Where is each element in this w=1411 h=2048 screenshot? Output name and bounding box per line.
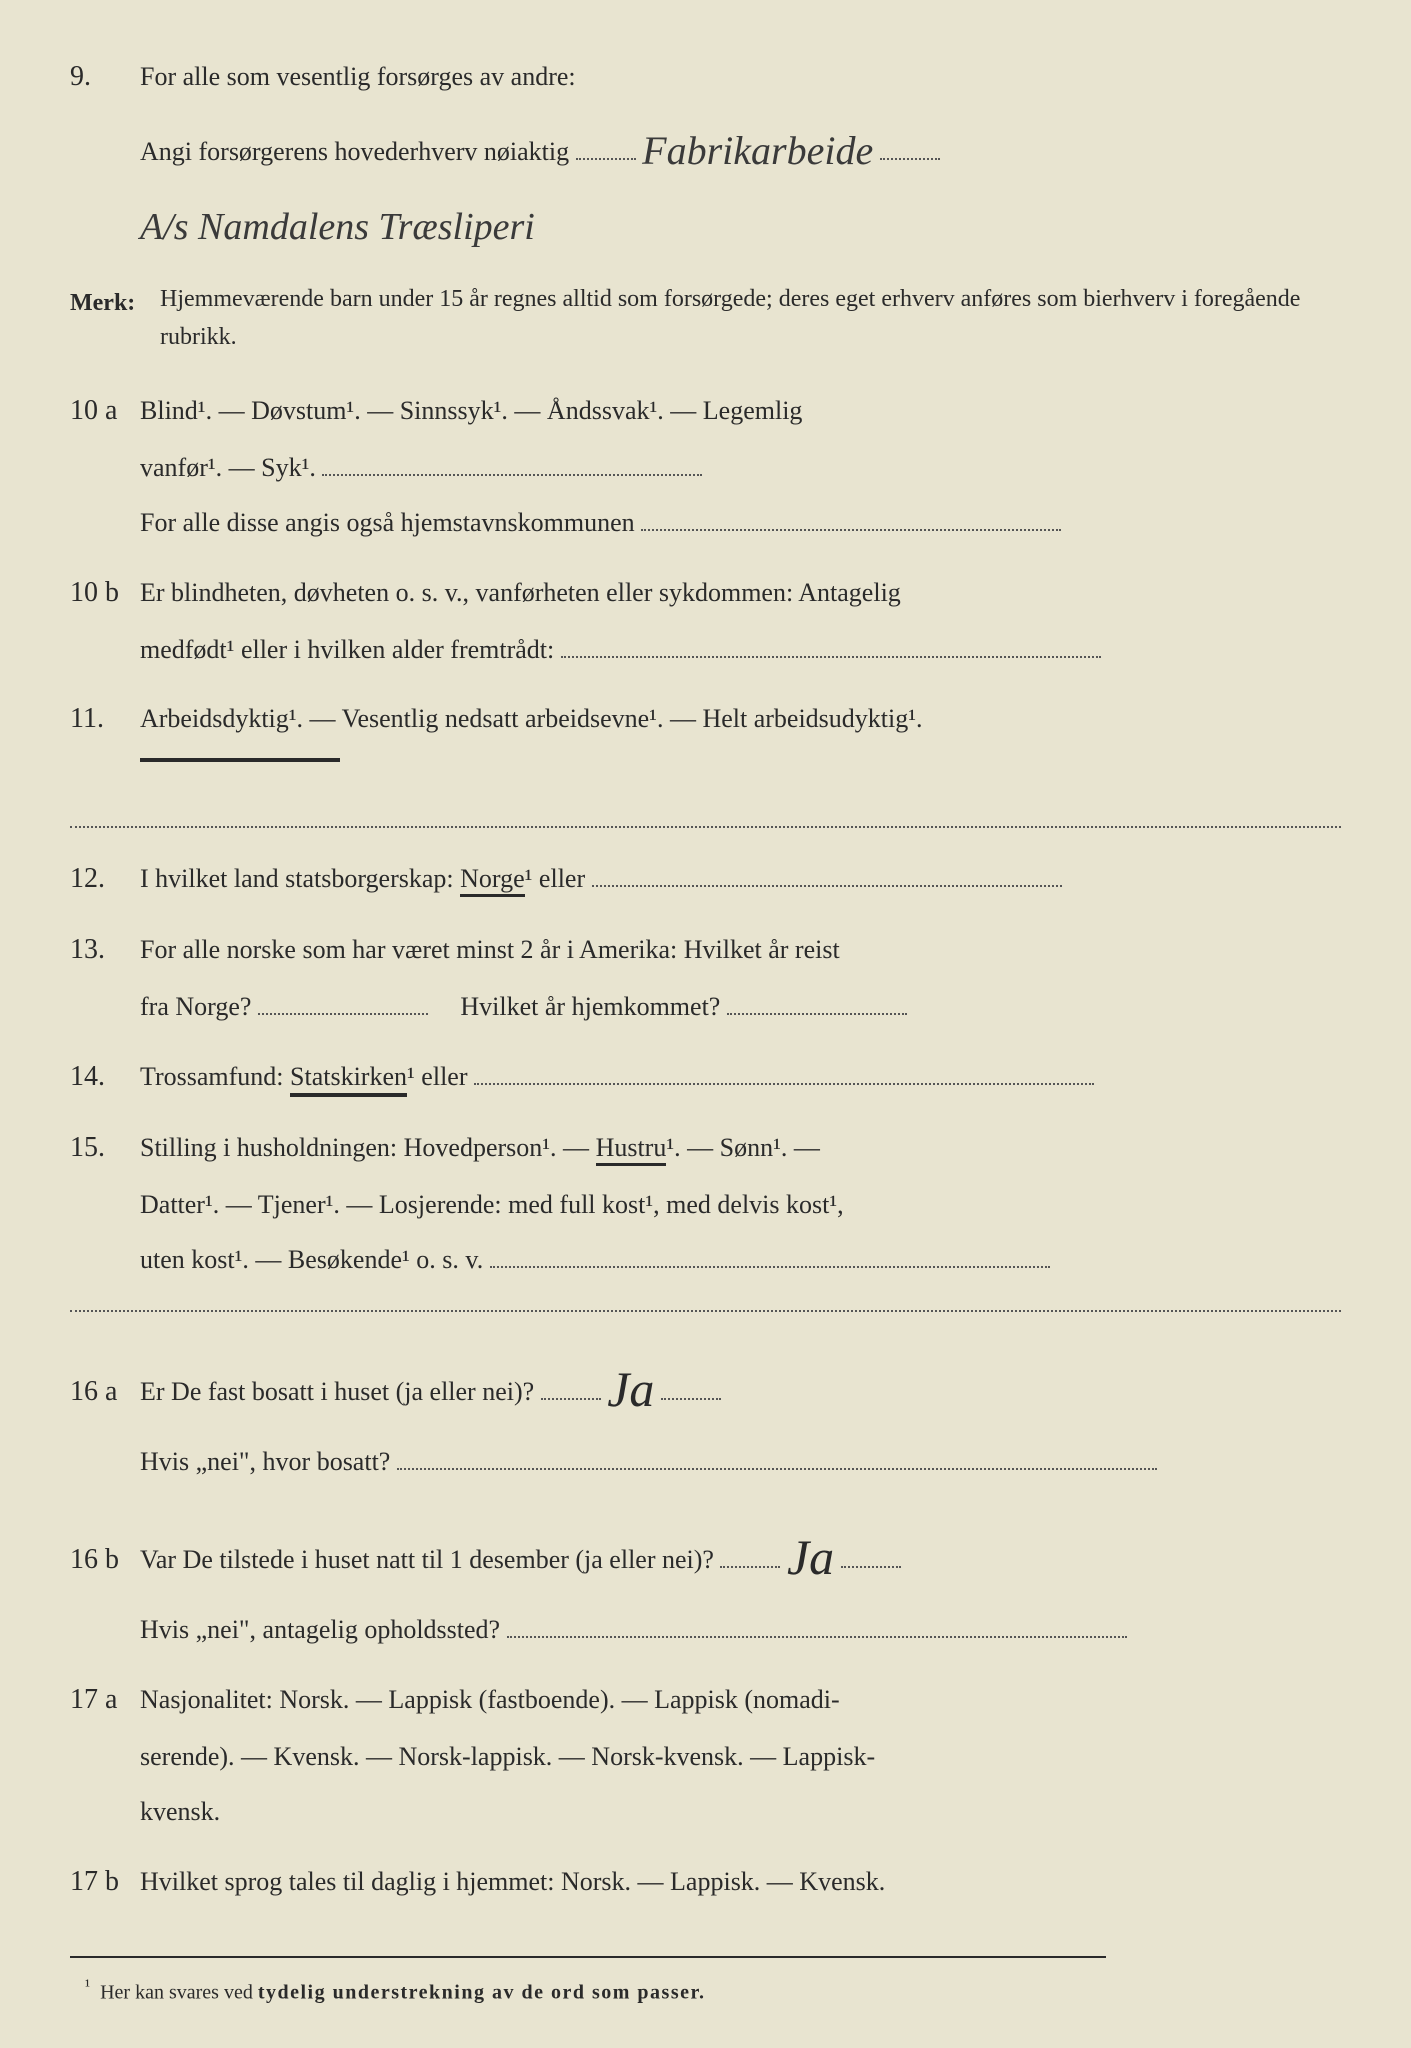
q13-text2b: Hvilket år hjemkommet? [460,992,720,1021]
q10b-text2: medfødt¹ eller i hvilken alder fremtrådt… [140,635,554,664]
question-16a: 16 a Er De fast bosatt i huset (ja eller… [70,1336,1341,1486]
q12-after: ¹ eller [525,864,585,893]
q17a-text2: serende). — Kvensk. — Norsk-lappisk. — N… [140,1732,1341,1781]
q10b-number: 10 b [70,566,140,619]
q9-label: Angi forsørgerens hovederhverv nøiaktig [140,137,569,166]
merk-text: Hjemmeværende barn under 15 år regnes al… [160,281,1341,355]
question-17a: 17 a Nasjonalitet: Norsk. — Lappisk (fas… [70,1673,1341,1837]
merk-note: Merk: Hjemmeværende barn under 15 år reg… [70,281,1341,355]
q16a-number: 16 a [70,1365,140,1418]
question-14: 14. Trossamfund: Statskirken¹ eller [70,1050,1341,1103]
q9-number: 9. [70,50,140,103]
q17a-number: 17 a [70,1673,140,1726]
q10a-text3: For alle disse angis også hjemstavnskomm… [140,508,635,537]
q17b-text: Hvilket sprog tales til daglig i hjemmet… [140,1857,1341,1906]
q15-after: ¹. — Sønn¹. — [666,1133,820,1162]
divider-1 [70,825,1341,828]
footnote-bold: tydelig understrekning av de ord som pas… [258,1981,706,2003]
q12-norge: Norge [460,864,525,897]
question-16b: 16 b Var De tilstede i huset natt til 1 … [70,1504,1341,1654]
question-10a: 10 a Blind¹. — Døvstum¹. — Sinnssyk¹. — … [70,384,1341,548]
q15-before: Stilling i husholdningen: Hovedperson¹. … [140,1133,596,1162]
q12-number: 12. [70,852,140,905]
q10a-text2: vanfør¹. — Syk¹. [140,453,316,482]
q16b-number: 16 b [70,1533,140,1586]
q15-hustru: Hustru [596,1133,667,1166]
q9-line1: For alle som vesentlig forsørges av andr… [140,52,1341,101]
q17b-number: 17 b [70,1855,140,1908]
q15-number: 15. [70,1121,140,1174]
q14-statskirken: Statskirken [290,1062,407,1097]
q15-text3: uten kost¹. — Besøkende¹ o. s. v. [140,1245,483,1274]
form-page: 9. For alle som vesentlig forsørges av a… [0,0,1411,2045]
q10a-text1: Blind¹. — Døvstum¹. — Sinnssyk¹. — Åndss… [140,386,1341,435]
question-9: 9. For alle som vesentlig forsørges av a… [70,50,1341,263]
q9-handwritten-2: A/s Namdalens Træsliperi [140,206,535,248]
q13-text1: For alle norske som har været minst 2 år… [140,925,1341,974]
footnote: ¹ Her kan svares ved tydelig understrekn… [70,1956,1106,2012]
merk-label: Merk: [70,281,160,355]
q15-text2: Datter¹. — Tjener¹. — Losjerende: med fu… [140,1180,1341,1229]
q16b-text1: Var De tilstede i huset natt til 1 desem… [140,1545,714,1574]
q14-number: 14. [70,1050,140,1103]
q16a-text2: Hvis „nei", hvor bosatt? [140,1447,390,1476]
q12-before: I hvilket land statsborgerskap: [140,864,460,893]
q10a-number: 10 a [70,384,140,437]
divider-2 [70,1309,1341,1312]
question-15: 15. Stilling i husholdningen: Hovedperso… [70,1121,1341,1285]
q13-text2a: fra Norge? [140,992,251,1021]
footnote-marker: ¹ [85,1976,90,1995]
q17a-text1: Nasjonalitet: Norsk. — Lappisk (fastboen… [140,1675,1341,1724]
q13-number: 13. [70,923,140,976]
footnote-before: Her kan svares ved [100,1981,258,2003]
q9-handwritten-1: Fabrikarbeide [642,113,873,189]
question-13: 13. For alle norske som har været minst … [70,923,1341,1032]
q16b-text2: Hvis „nei", antagelig opholdssted? [140,1615,500,1644]
question-10b: 10 b Er blindheten, døvheten o. s. v., v… [70,566,1341,675]
q17a-text3: kvensk. [140,1787,1341,1836]
q11-text: Arbeidsdyktig¹. — Vesentlig nedsatt arbe… [140,694,1341,743]
q11-underline-mark [140,752,340,762]
q16a-text1: Er De fast bosatt i huset (ja eller nei)… [140,1377,534,1406]
question-17b: 17 b Hvilket sprog tales til daglig i hj… [70,1855,1341,1908]
q16a-answer: Ja [607,1361,654,1417]
q14-before: Trossamfund: [140,1062,290,1091]
q14-after: ¹ eller [407,1062,467,1091]
question-12: 12. I hvilket land statsborgerskap: Norg… [70,852,1341,905]
q11-number: 11. [70,692,140,745]
q16b-answer: Ja [787,1529,834,1585]
q10b-text1: Er blindheten, døvheten o. s. v., vanfør… [140,568,1341,617]
question-11: 11. Arbeidsdyktig¹. — Vesentlig nedsatt … [70,692,1341,801]
